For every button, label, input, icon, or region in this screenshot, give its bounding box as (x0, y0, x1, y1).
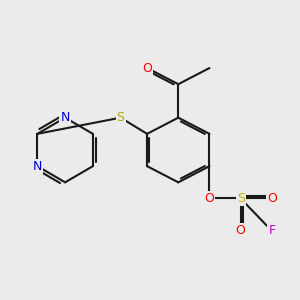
Text: O: O (236, 224, 246, 237)
Text: O: O (142, 61, 152, 74)
Text: O: O (205, 192, 214, 205)
Text: F: F (268, 224, 275, 237)
Text: S: S (237, 192, 244, 205)
Text: N: N (60, 111, 70, 124)
Text: O: O (267, 192, 277, 205)
Text: S: S (117, 111, 124, 124)
Text: N: N (33, 160, 42, 173)
